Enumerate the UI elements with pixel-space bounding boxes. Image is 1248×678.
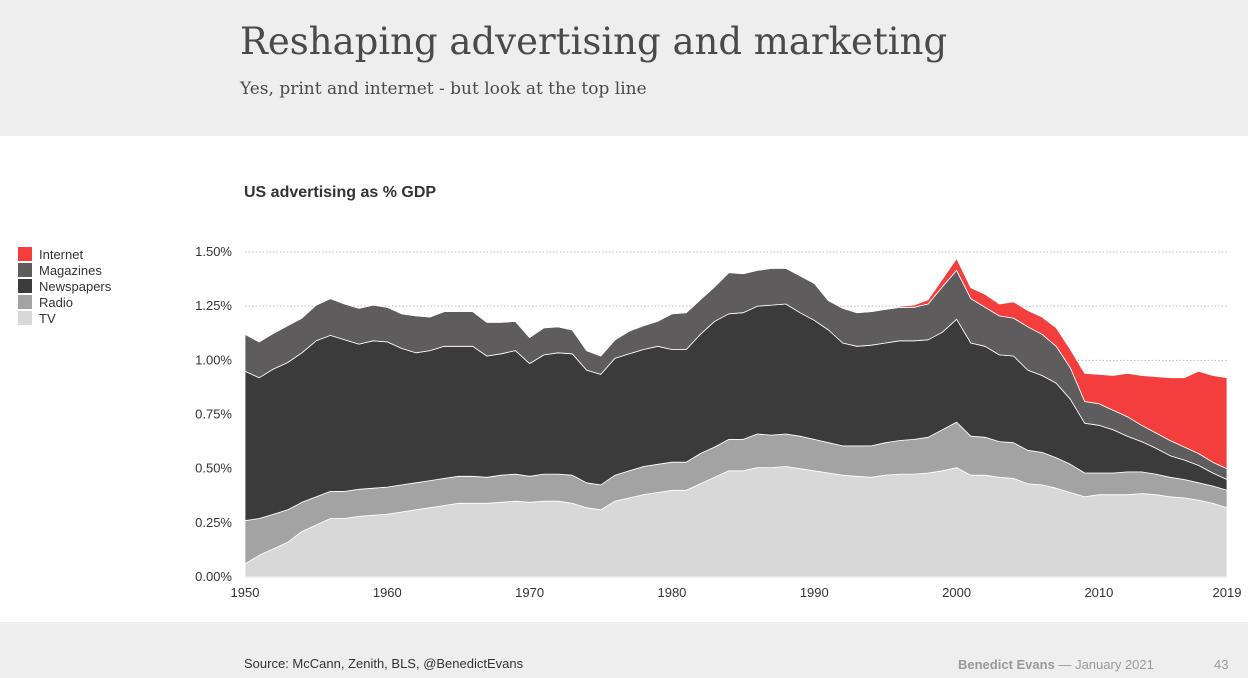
- legend-swatch-newspapers: [18, 279, 32, 293]
- legend-item-tv: TV: [18, 310, 111, 326]
- x-tick-label: 1950: [231, 585, 260, 600]
- chart-legend: Internet Magazines Newspapers Radio TV: [18, 246, 111, 326]
- legend-swatch-internet: [18, 247, 32, 261]
- x-tick-label: 1960: [373, 585, 402, 600]
- chart-areas: [244, 258, 1228, 578]
- y-tick-label: 0.75%: [195, 407, 232, 422]
- y-tick-label: 1.25%: [195, 298, 232, 313]
- footer-author: Benedict Evans: [958, 657, 1055, 672]
- legend-item-newspapers: Newspapers: [18, 278, 111, 294]
- legend-swatch-tv: [18, 311, 32, 325]
- legend-label-tv: TV: [39, 310, 56, 326]
- source-note: Source: McCann, Zenith, BLS, @BenedictEv…: [244, 656, 524, 671]
- y-tick-label: 1.00%: [195, 352, 232, 367]
- legend-label-magazines: Magazines: [39, 262, 102, 278]
- footer-band: [0, 622, 1248, 678]
- y-tick-label: 0.50%: [195, 461, 232, 476]
- page-number: 43: [1214, 657, 1229, 672]
- x-tick-label: 2019: [1213, 585, 1242, 600]
- y-tick-label: 0.00%: [195, 569, 232, 584]
- legend-item-radio: Radio: [18, 294, 111, 310]
- legend-label-newspapers: Newspapers: [39, 278, 112, 294]
- area-series-internet: [244, 258, 1228, 470]
- legend-label-internet: Internet: [39, 246, 84, 262]
- x-axis-ticks: 1950 1960 1970 1980 1990 2000 2010 2019: [231, 585, 1242, 600]
- footer-date: January 2021: [1075, 657, 1154, 672]
- legend-swatch-radio: [18, 295, 32, 309]
- slide-subtitle: Yes, print and internet - but look at th…: [240, 79, 647, 99]
- legend-swatch-magazines: [18, 263, 32, 277]
- slide-title: Reshaping advertising and marketing: [240, 20, 948, 63]
- y-axis-ticks: 0.00% 0.25% 0.50% 0.75% 1.00% 1.25% 1.50%: [195, 244, 232, 584]
- legend-item-internet: Internet: [18, 246, 111, 262]
- y-tick-label: 1.50%: [195, 244, 232, 259]
- x-tick-label: 2010: [1084, 585, 1113, 600]
- chart-title: US advertising as % GDP: [244, 184, 437, 201]
- footer-credit: Benedict Evans — January 2021: [958, 657, 1154, 672]
- legend-item-magazines: Magazines: [18, 262, 111, 278]
- legend-label-radio: Radio: [39, 294, 73, 310]
- y-tick-label: 0.25%: [195, 515, 232, 530]
- x-tick-label: 1980: [657, 585, 686, 600]
- x-tick-label: 1970: [515, 585, 544, 600]
- x-tick-label: 2000: [942, 585, 971, 600]
- x-tick-label: 1990: [800, 585, 829, 600]
- title-band: [0, 0, 1248, 136]
- footer-separator: —: [1058, 657, 1072, 672]
